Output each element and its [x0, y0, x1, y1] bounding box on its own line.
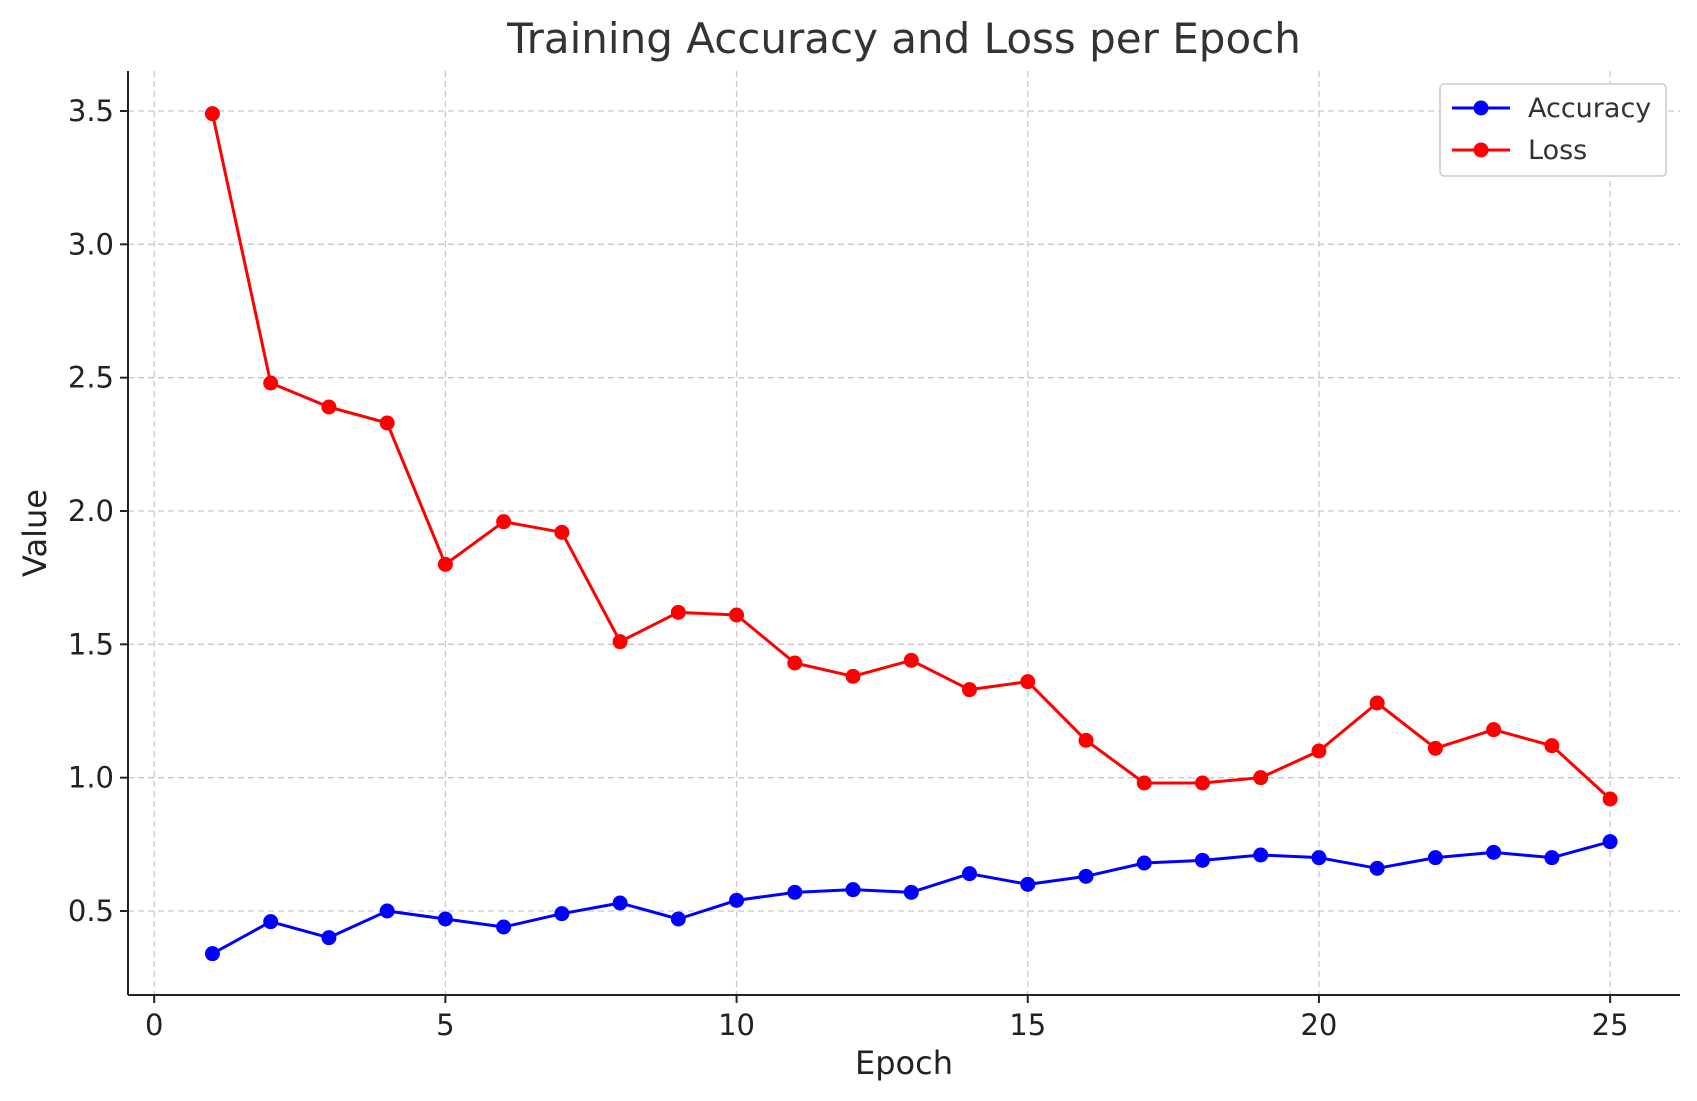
loss-point	[1427, 740, 1443, 756]
accuracy-point	[263, 914, 279, 930]
loss-point	[962, 682, 978, 698]
grid	[128, 71, 1680, 995]
accuracy-point	[1253, 847, 1269, 863]
accuracy-point	[437, 911, 453, 927]
loss-point	[1311, 743, 1327, 759]
loss-line	[210, 113, 1612, 801]
accuracy-point	[612, 895, 628, 911]
accuracy-point	[1078, 868, 1094, 884]
loss-point	[1194, 775, 1210, 791]
accuracy-point	[204, 946, 220, 962]
accuracy-point	[670, 911, 686, 927]
accuracy-point	[1427, 850, 1443, 866]
x-tick-label: 15	[1009, 1008, 1046, 1042]
legend-loss-marker	[1473, 142, 1489, 158]
loss-point	[1078, 732, 1094, 748]
loss-point	[1369, 695, 1385, 711]
legend-loss-label: Loss	[1528, 135, 1587, 166]
x-axis-label: Epoch	[855, 1044, 953, 1082]
y-tick-label: 0.5	[68, 894, 114, 928]
loss-point	[204, 106, 220, 122]
y-axis-label: Value	[16, 489, 54, 577]
y-tick-label: 2.0	[68, 494, 114, 528]
x-tick-label: 5	[436, 1008, 454, 1042]
y-tick-label: 3.5	[68, 94, 114, 128]
loss-point	[496, 514, 512, 530]
accuracy-point	[1369, 860, 1385, 876]
accuracy-point	[496, 919, 512, 935]
accuracy-point	[1020, 876, 1036, 892]
y-ticks: 0.5 1.0 1.5 2.0 2.5 3.0 3.5	[68, 94, 128, 928]
x-ticks: 0 5 10 15 20 25	[145, 995, 1629, 1042]
accuracy-point	[729, 892, 745, 908]
accuracy-point	[1311, 850, 1327, 866]
x-tick-label: 0	[145, 1008, 163, 1042]
loss-point	[379, 415, 395, 431]
loss-point	[612, 634, 628, 650]
loss-point	[1486, 722, 1502, 738]
y-tick-label: 1.5	[68, 627, 114, 661]
loss-point	[903, 652, 919, 668]
accuracy-point	[1544, 850, 1560, 866]
loss-point	[670, 604, 686, 620]
accuracy-point	[845, 882, 861, 898]
series-loss	[204, 106, 1618, 807]
accuracy-point	[1194, 852, 1210, 868]
loss-point	[321, 399, 337, 415]
x-tick-label: 20	[1300, 1008, 1337, 1042]
loss-point	[263, 375, 279, 391]
accuracy-point	[1136, 855, 1152, 871]
chart-title: Training Accuracy and Loss per Epoch	[506, 14, 1301, 63]
x-tick-label: 10	[718, 1008, 755, 1042]
loss-point	[1136, 775, 1152, 791]
x-tick-label: 25	[1592, 1008, 1629, 1042]
loss-point	[1253, 770, 1269, 786]
loss-point	[845, 668, 861, 684]
loss-point	[1602, 791, 1618, 807]
accuracy-point	[379, 903, 395, 919]
axes	[127, 71, 1680, 996]
series	[204, 106, 1618, 962]
accuracy-point	[321, 930, 337, 946]
legend: Accuracy Loss	[1439, 83, 1667, 177]
accuracy-point	[1486, 844, 1502, 860]
legend-accuracy-label: Accuracy	[1528, 93, 1651, 124]
y-tick-label: 2.5	[68, 361, 114, 395]
loss-point	[787, 655, 803, 671]
loss-point	[1020, 674, 1036, 690]
accuracy-point	[903, 884, 919, 900]
accuracy-point	[962, 866, 978, 882]
loss-point	[554, 524, 570, 540]
legend-accuracy-marker	[1473, 100, 1489, 116]
accuracy-point	[554, 906, 570, 922]
loss-point	[437, 556, 453, 572]
accuracy-point	[787, 884, 803, 900]
series-accuracy	[204, 834, 1618, 962]
y-tick-label: 3.0	[68, 227, 114, 261]
loss-point	[1544, 738, 1560, 754]
y-tick-label: 1.0	[68, 761, 114, 795]
accuracy-point	[1602, 834, 1618, 850]
loss-point	[729, 607, 745, 623]
